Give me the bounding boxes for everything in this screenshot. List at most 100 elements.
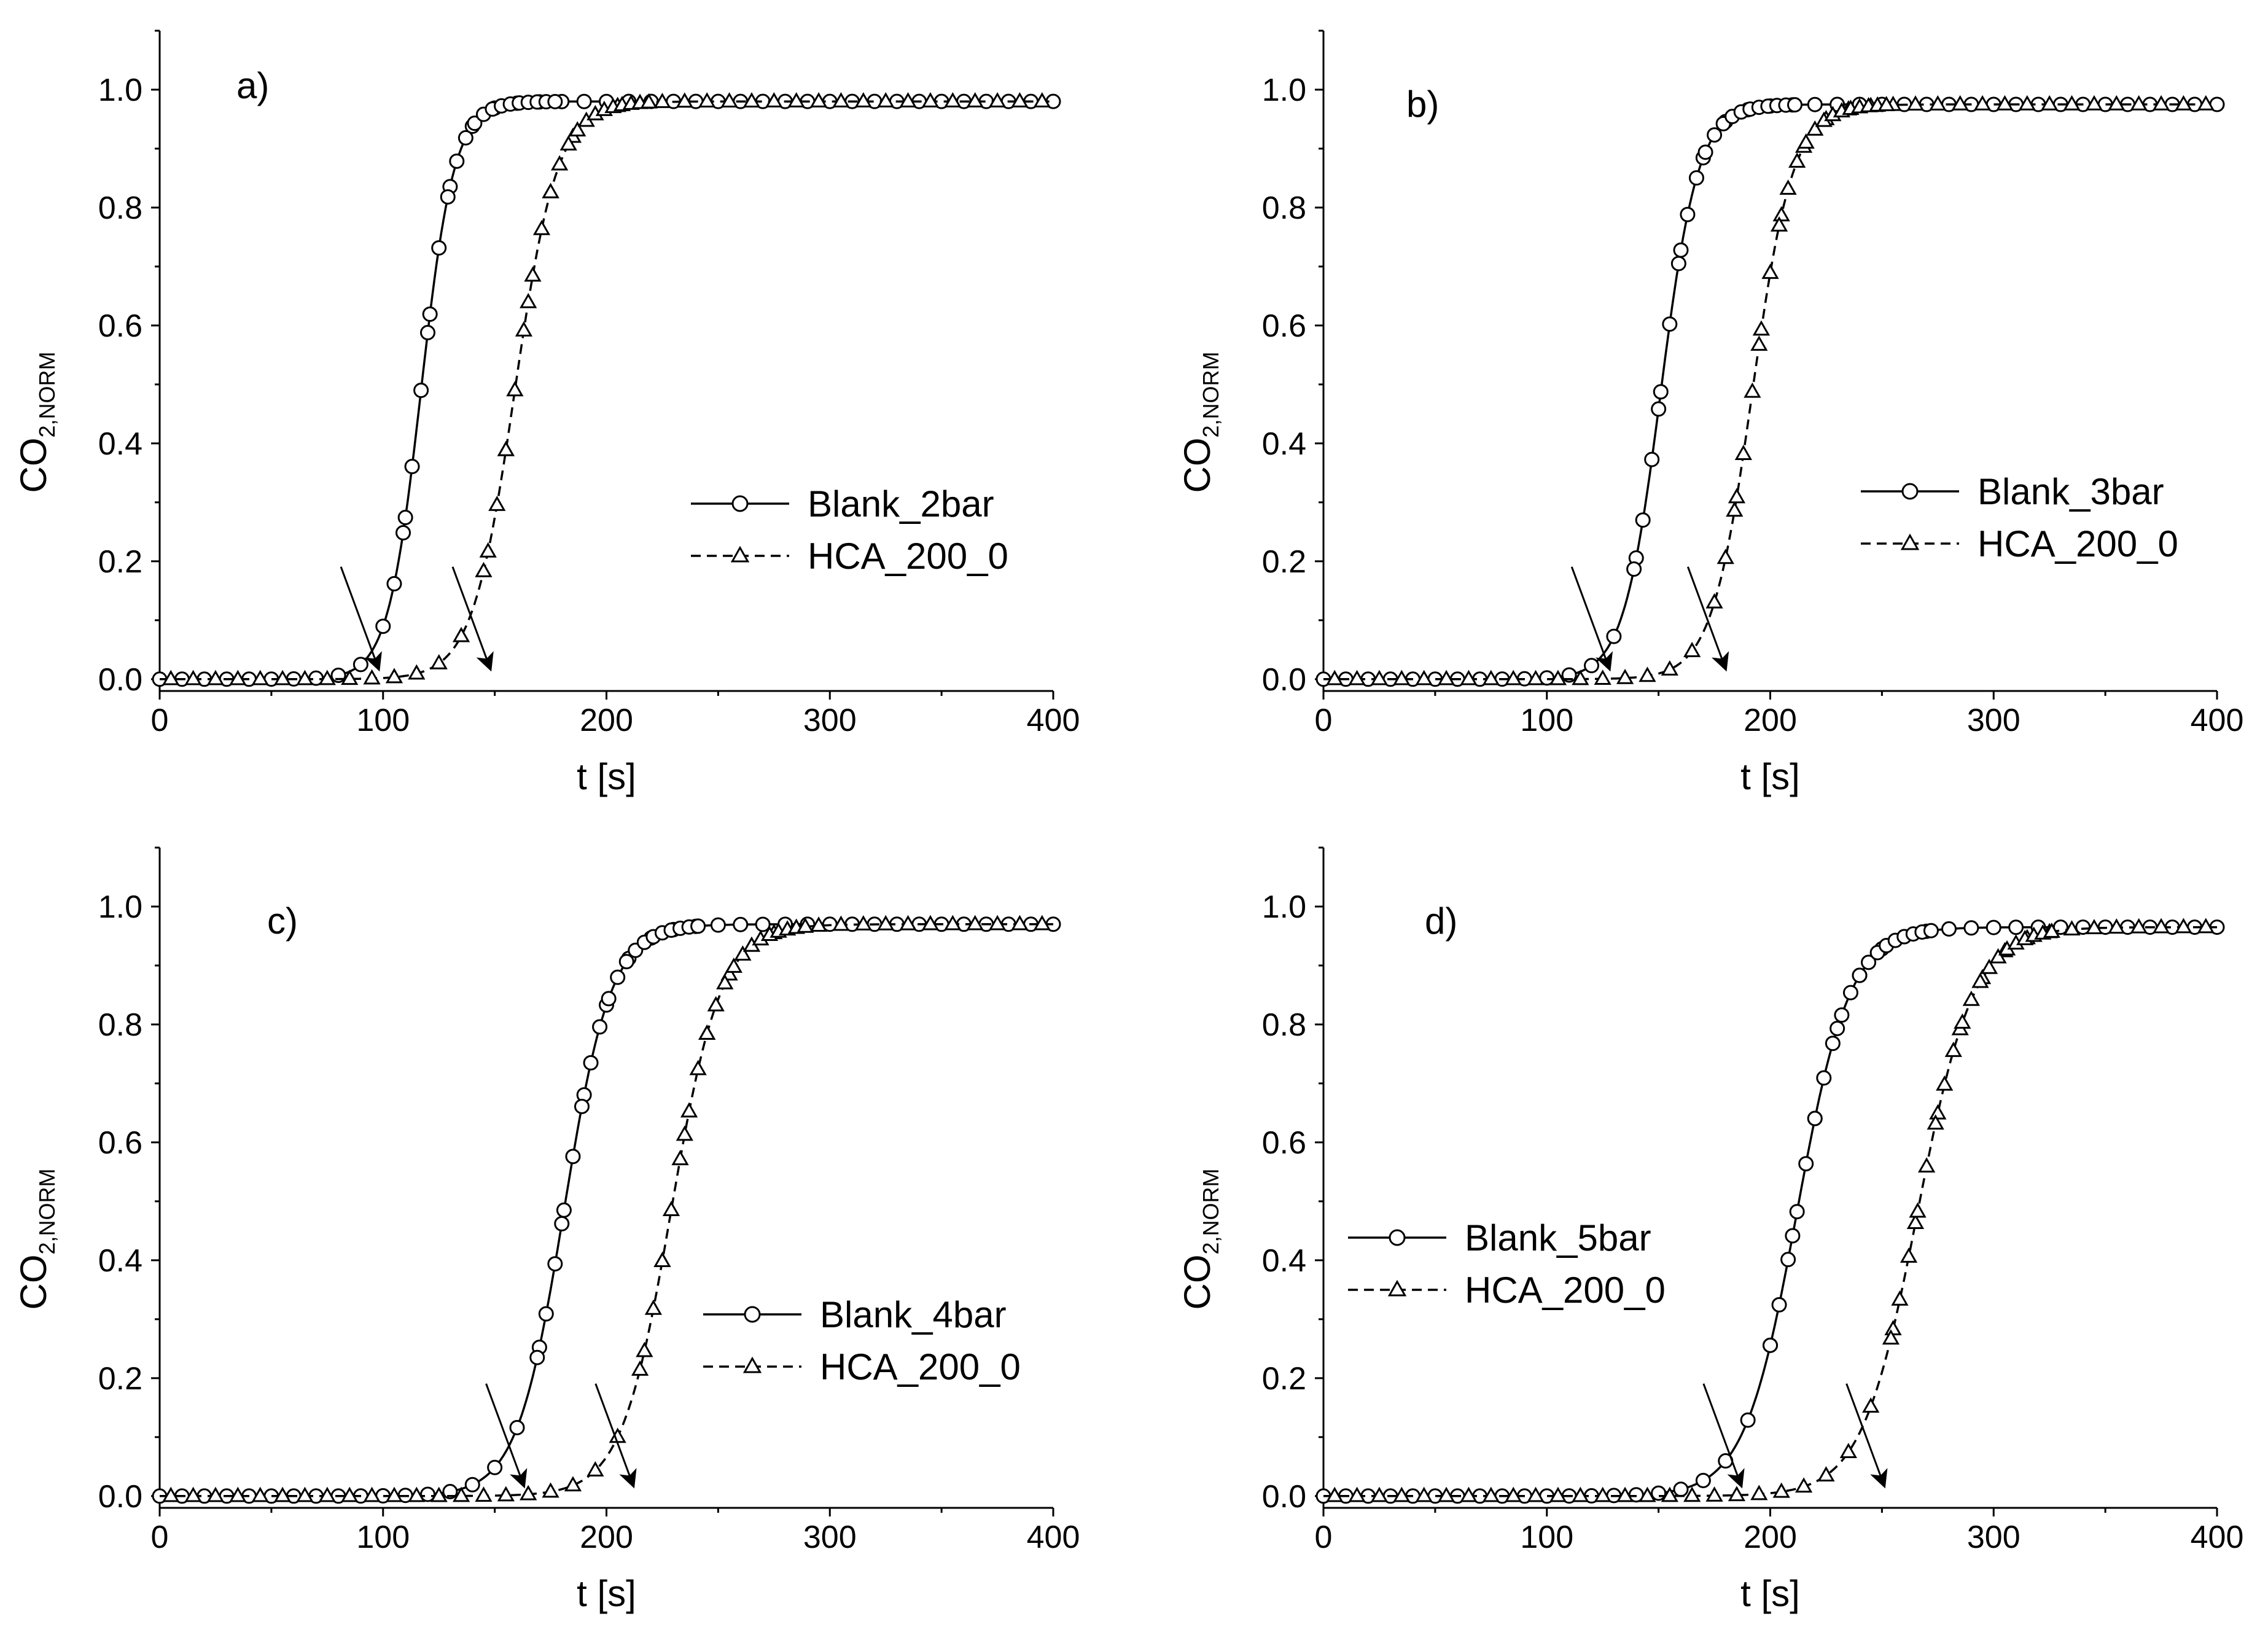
circle-marker: [576, 93, 592, 109]
triangle-marker: [1326, 1486, 1344, 1502]
series-Blank_3bar: [1315, 96, 2225, 687]
triangle-marker: [899, 915, 917, 931]
triangle-marker: [1717, 548, 1734, 564]
triangle-marker: [569, 121, 586, 137]
legend: Blank_2bar HCA_200_0: [691, 483, 1008, 577]
circle-marker: [1807, 96, 1823, 112]
x-tick-label: 100: [1520, 703, 1573, 738]
triangle-marker: [787, 92, 805, 107]
circle-marker: [1653, 384, 1669, 400]
circle-marker: [1798, 1156, 1814, 1172]
triangle-marker: [636, 1341, 653, 1357]
circle-marker: [397, 510, 413, 526]
y-tick-label: 0.2: [98, 1361, 142, 1397]
triangle-marker: [1348, 669, 1366, 685]
triangle-marker: [1877, 96, 1895, 111]
triangle-marker: [1752, 320, 1771, 336]
triangle-marker: [676, 1125, 693, 1141]
circle-marker: [1825, 1036, 1841, 1052]
circle-marker: [1941, 921, 1957, 937]
triangle-marker: [385, 668, 403, 684]
triangle-marker: [341, 669, 359, 685]
circle-marker: [755, 916, 771, 932]
triangle-marker: [2108, 918, 2126, 934]
y-tick-label: 0.2: [1262, 544, 1306, 580]
triangle-marker: [408, 664, 426, 680]
circle-marker: [386, 576, 402, 591]
triangle-marker: [716, 974, 734, 989]
triangle-marker: [809, 92, 828, 107]
legend-label: HCA_200_0: [1465, 1270, 1666, 1311]
triangle-marker: [1929, 1104, 1947, 1120]
triangle-marker: [2063, 920, 2081, 936]
triangle-marker: [479, 542, 497, 558]
triangle-marker: [640, 93, 658, 109]
triangle-marker: [854, 915, 872, 931]
triangle-marker: [966, 92, 984, 107]
triangle-marker: [1728, 1486, 1746, 1502]
onset-arrow: [1686, 566, 1729, 672]
triangle-marker: [1884, 1320, 1902, 1336]
triangle-marker: [877, 92, 895, 107]
circle-marker: [1651, 1485, 1667, 1501]
triangle-marker: [1962, 990, 1981, 1006]
triangle-marker: [1370, 1486, 1389, 1502]
legend-triangle-marker: [1900, 533, 1920, 550]
triangle-marker: [1683, 1486, 1701, 1502]
triangle-marker: [1482, 1486, 1500, 1502]
triangle-marker: [162, 1486, 180, 1502]
y-tick-label: 1.0: [98, 72, 142, 108]
circle-marker: [509, 1419, 525, 1435]
circle-marker: [1852, 967, 1868, 983]
triangle-marker: [631, 1360, 649, 1376]
panel-label: c): [267, 900, 298, 942]
triangle-marker: [363, 669, 381, 685]
triangle-marker: [725, 957, 742, 973]
legend-circle-marker: [1901, 483, 1919, 500]
circle-marker: [440, 189, 456, 205]
circle-marker: [467, 115, 483, 131]
y-tick-label: 0.0: [98, 1479, 142, 1515]
triangle-marker: [520, 1485, 537, 1500]
triangle-marker: [1011, 92, 1029, 107]
triangle-marker: [2175, 95, 2192, 111]
circle-marker: [1787, 97, 1803, 113]
series-line: [1323, 926, 2217, 1497]
triangle-marker: [921, 915, 940, 931]
onset-arrow: [1845, 1383, 1888, 1489]
triangle-marker: [877, 915, 895, 931]
x-tick-label: 0: [1315, 703, 1333, 738]
triangle-marker: [1770, 216, 1788, 232]
triangle-marker: [273, 1486, 292, 1502]
y-tick-label: 0.4: [1262, 426, 1306, 462]
circle-marker: [610, 969, 626, 985]
triangle-marker: [1806, 120, 1824, 136]
legend-label: Blank_3bar: [1978, 471, 2164, 512]
triangle-marker: [1616, 1486, 1634, 1502]
triangle-marker: [2085, 95, 2103, 111]
circle-marker: [1680, 206, 1696, 222]
triangle-marker: [2063, 95, 2081, 111]
legend-label: Blank_4bar: [820, 1294, 1007, 1335]
series-line: [1323, 103, 2217, 681]
circle-marker: [1807, 1110, 1823, 1126]
triangle-marker: [532, 219, 551, 235]
triangle-marker: [1954, 1013, 1971, 1029]
triangle-marker: [676, 92, 693, 108]
triangle-marker: [1906, 1214, 1925, 1229]
triangle-marker: [1989, 948, 2007, 964]
triangle-marker: [1437, 669, 1455, 685]
y-tick-label: 0.8: [98, 190, 142, 226]
triangle-marker: [1393, 669, 1411, 685]
triangle-marker: [1594, 1486, 1611, 1502]
legend: Blank_5bar HCA_200_0: [1348, 1217, 1666, 1311]
triangle-marker: [1348, 1486, 1366, 1502]
circle-marker: [554, 1216, 570, 1231]
triangle-marker: [363, 1486, 381, 1502]
triangle-marker: [162, 669, 180, 685]
x-tick-label: 0: [151, 703, 169, 738]
triangle-marker: [1505, 669, 1522, 685]
triangle-marker: [1750, 335, 1768, 351]
legend-label: HCA_200_0: [808, 536, 1008, 577]
triangle-marker: [1705, 1486, 1723, 1502]
